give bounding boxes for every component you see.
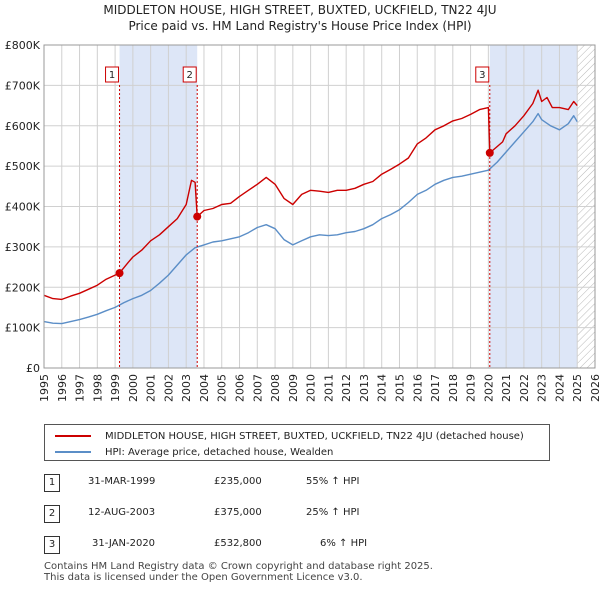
x-tick-label: 2008	[269, 374, 282, 402]
sale-number-badge: 3	[44, 536, 60, 554]
x-tick-label: 2023	[536, 374, 549, 402]
sale-hpi-change: 25% ↑ HPI	[306, 507, 360, 518]
x-tick-label: 2009	[287, 374, 300, 402]
legend-label-property: MIDDLETON HOUSE, HIGH STREET, BUXTED, UC…	[105, 430, 524, 442]
sale-badge	[105, 66, 120, 83]
x-tick-label: 2021	[500, 374, 513, 402]
y-tick-label: £400K	[5, 201, 41, 214]
sale-hpi-change: 6% ↑ HPI	[320, 538, 368, 549]
plot-border	[43, 44, 596, 369]
x-tick-label: 2006	[234, 374, 247, 402]
x-tick-label: 2022	[518, 374, 531, 402]
y-tick-label: £600K	[5, 120, 41, 133]
y-tick-label: £500K	[5, 160, 41, 173]
chart-title: MIDDLETON HOUSE, HIGH STREET, BUXTED, UC…	[103, 3, 497, 17]
price-chart: 1 2 3 £0 £100K £200K £300K £400K £500K £600K £700…	[5, 39, 600, 402]
y-tick-label: £800K	[5, 39, 41, 52]
sale-date: 31-MAR-1999	[88, 476, 156, 487]
sale-price: £532,800	[214, 538, 262, 549]
sale-badge	[182, 66, 197, 83]
chart-legend: MIDDLETON HOUSE, HIGH STREET, BUXTED, UC…	[44, 424, 550, 461]
legend-swatch-property	[55, 435, 91, 437]
sale-point	[193, 212, 202, 221]
x-tick-label: 2019	[465, 374, 478, 402]
sale-point	[115, 269, 124, 278]
x-tick-label: 2025	[571, 374, 584, 402]
x-tick-label: 1998	[91, 374, 104, 402]
x-tick-label: 2004	[198, 374, 211, 402]
y-tick-label: £300K	[5, 241, 41, 254]
sale-badge-label: 2	[187, 70, 193, 81]
x-tick-label: 2012	[340, 374, 353, 402]
x-tick-label: 2017	[429, 374, 442, 402]
x-tick-label: 2013	[358, 374, 371, 402]
chart-subtitle: Price paid vs. HM Land Registry's House …	[128, 19, 472, 33]
x-tick-label: 2011	[322, 374, 335, 402]
x-tick-label: 1995	[38, 374, 51, 402]
x-tick-label: 2016	[411, 374, 424, 402]
sale-date: 31-JAN-2020	[92, 538, 156, 549]
sale-badge-label: 1	[109, 70, 115, 81]
sale-row: 2 12-AUG-2003 £375,000 25% ↑ HPI	[44, 505, 444, 523]
sale-point	[485, 148, 494, 157]
x-tick-label: 2003	[180, 374, 193, 402]
x-tick-label: 1996	[56, 374, 69, 402]
x-tick-label: 2002	[162, 374, 175, 402]
x-tick-label: 2001	[145, 374, 158, 402]
footer-licence: This data is licensed under the Open Gov…	[44, 572, 363, 583]
sale-price: £235,000	[214, 476, 262, 487]
legend-item-hpi: HPI: Average price, detached house, Weal…	[55, 445, 333, 459]
sale-hpi-change: 55% ↑ HPI	[306, 476, 360, 487]
legend-swatch-hpi	[55, 451, 91, 453]
x-tick-label: 2007	[251, 374, 264, 402]
y-tick-label: £700K	[5, 79, 41, 92]
sale-row: 3 31-JAN-2020 £532,800 6% ↑ HPI	[44, 536, 444, 554]
property-price-line	[43, 89, 578, 301]
hpi-line	[43, 112, 578, 325]
sale-badge	[475, 66, 490, 83]
legend-label-hpi: HPI: Average price, detached house, Weal…	[105, 446, 334, 458]
sale-number-badge: 1	[44, 474, 60, 492]
x-tick-label: 2010	[305, 374, 318, 402]
x-tick-label: 2020	[482, 374, 495, 402]
sale-date: 12-AUG-2003	[88, 507, 156, 518]
sale-row: 1 31-MAR-1999 £235,000 55% ↑ HPI	[44, 474, 444, 492]
sale-badge-label: 3	[479, 70, 485, 81]
x-tick-label: 2024	[553, 374, 566, 402]
sale-price: £375,000	[214, 507, 262, 518]
x-tick-label: 1997	[74, 374, 87, 402]
y-tick-label: £0	[26, 362, 40, 375]
footer-license: Contains HM Land Registry data © Crown c…	[44, 561, 433, 583]
footer-copyright: Contains HM Land Registry data © Crown c…	[44, 561, 433, 572]
x-tick-label: 2018	[447, 374, 460, 402]
x-tick-label: 1999	[109, 374, 122, 402]
sale-number-badge: 2	[44, 505, 60, 523]
legend-item-property: MIDDLETON HOUSE, HIGH STREET, BUXTED, UC…	[55, 429, 524, 443]
x-tick-label: 2005	[216, 374, 229, 402]
x-tick-label: 2000	[127, 374, 140, 402]
y-tick-label: £200K	[5, 281, 41, 294]
x-tick-label: 2026	[589, 374, 600, 402]
x-tick-label: 2015	[393, 374, 406, 402]
y-tick-label: £100K	[5, 322, 41, 335]
x-tick-label: 2014	[376, 374, 389, 402]
